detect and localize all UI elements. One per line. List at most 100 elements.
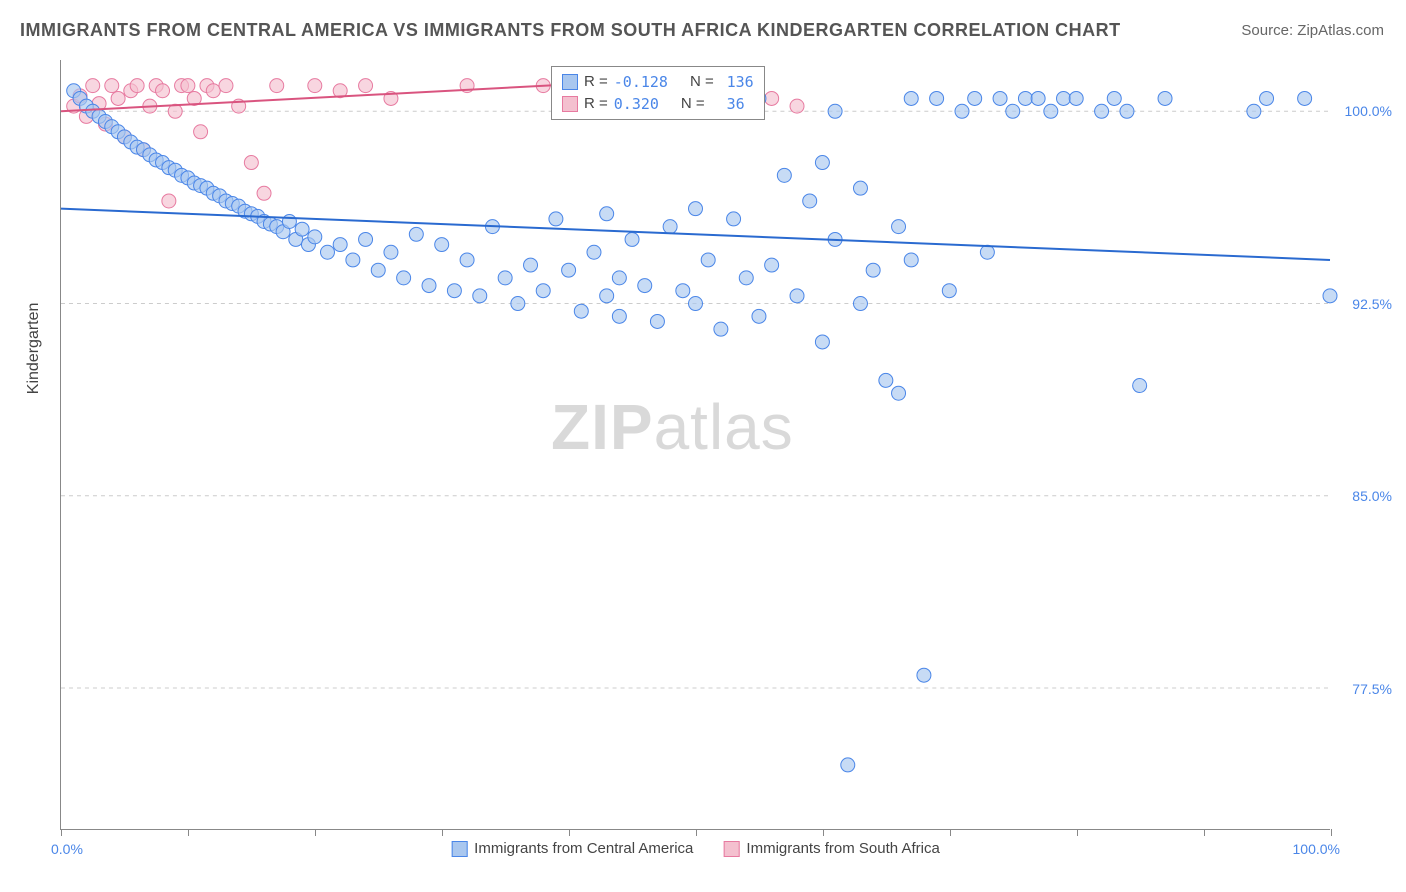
blue-point	[930, 91, 944, 105]
blue-point	[549, 212, 563, 226]
y-axis-label: Kindergarten	[25, 303, 43, 395]
x-tick	[569, 829, 570, 836]
blue-point	[828, 104, 842, 118]
blue-point	[980, 245, 994, 259]
legend-swatch	[562, 96, 578, 112]
y-tick-label: 77.5%	[1336, 681, 1392, 697]
x-axis-min-label: 0.0%	[51, 841, 83, 857]
pink-point	[244, 156, 258, 170]
blue-point	[815, 156, 829, 170]
blue-point	[1057, 91, 1071, 105]
n-label: N =	[681, 93, 705, 115]
blue-trend-line	[61, 209, 1330, 260]
blue-point	[1323, 289, 1337, 303]
blue-point	[295, 222, 309, 236]
blue-point	[739, 271, 753, 285]
blue-point	[663, 220, 677, 234]
r-value: -0.128	[614, 71, 668, 93]
blue-point	[650, 314, 664, 328]
blue-point	[777, 168, 791, 182]
blue-point	[1133, 379, 1147, 393]
x-tick	[823, 829, 824, 836]
y-tick-label: 92.5%	[1336, 296, 1392, 312]
n-value: 136	[720, 71, 754, 93]
x-tick	[315, 829, 316, 836]
blue-point	[600, 207, 614, 221]
blue-point	[853, 297, 867, 311]
blue-point	[638, 279, 652, 293]
chart-title: IMMIGRANTS FROM CENTRAL AMERICA VS IMMIG…	[20, 20, 1121, 41]
y-tick-label: 100.0%	[1336, 103, 1392, 119]
blue-point	[460, 253, 474, 267]
blue-point	[955, 104, 969, 118]
blue-point	[511, 297, 525, 311]
blue-point	[803, 194, 817, 208]
blue-point	[1260, 91, 1274, 105]
blue-point	[1107, 91, 1121, 105]
x-tick	[950, 829, 951, 836]
blue-point	[333, 238, 347, 252]
plot-area: ZIPatlas 100.0%92.5%85.0%77.5% 0.0% 100.…	[60, 60, 1330, 830]
blue-point	[727, 212, 741, 226]
n-label: N =	[690, 71, 714, 93]
y-tick-label: 85.0%	[1336, 488, 1392, 504]
blue-point	[587, 245, 601, 259]
blue-point	[853, 181, 867, 195]
blue-point	[689, 297, 703, 311]
blue-point	[574, 304, 588, 318]
blue-point	[308, 230, 322, 244]
blue-point	[904, 91, 918, 105]
blue-point	[1120, 104, 1134, 118]
source-link[interactable]: ZipAtlas.com	[1297, 22, 1384, 39]
pink-point	[219, 79, 233, 93]
legend-swatch	[451, 841, 467, 857]
blue-point	[359, 232, 373, 246]
pink-point	[156, 84, 170, 98]
pink-point	[359, 79, 373, 93]
blue-point	[473, 289, 487, 303]
x-tick	[61, 829, 62, 836]
blue-point	[447, 284, 461, 298]
chart-svg	[61, 60, 1330, 829]
blue-point	[879, 373, 893, 387]
blue-point	[320, 245, 334, 259]
legend-label: Immigrants from South Africa	[746, 840, 939, 857]
blue-point	[765, 258, 779, 272]
blue-point	[536, 284, 550, 298]
pink-point	[765, 91, 779, 105]
blue-point	[371, 263, 385, 277]
pink-point	[206, 84, 220, 98]
pink-point	[105, 79, 119, 93]
legend-item: Immigrants from South Africa	[723, 840, 939, 857]
x-tick	[188, 829, 189, 836]
blue-point	[282, 214, 296, 228]
blue-point	[752, 309, 766, 323]
x-tick	[1331, 829, 1332, 836]
x-tick	[1204, 829, 1205, 836]
blue-point	[562, 263, 576, 277]
blue-point	[904, 253, 918, 267]
blue-point	[612, 271, 626, 285]
x-tick	[696, 829, 697, 836]
blue-point	[1018, 91, 1032, 105]
blue-point	[409, 227, 423, 241]
blue-point	[625, 232, 639, 246]
pink-point	[194, 125, 208, 139]
x-tick	[1077, 829, 1078, 836]
blue-point	[790, 289, 804, 303]
blue-point	[1247, 104, 1261, 118]
pink-point	[86, 79, 100, 93]
blue-point	[422, 279, 436, 293]
blue-point	[993, 91, 1007, 105]
legend-label: Immigrants from Central America	[474, 840, 693, 857]
blue-point	[714, 322, 728, 336]
pink-point	[308, 79, 322, 93]
blue-point	[397, 271, 411, 285]
pink-point	[270, 79, 284, 93]
blue-point	[892, 386, 906, 400]
blue-point	[1031, 91, 1045, 105]
blue-point	[384, 245, 398, 259]
blue-point	[1298, 91, 1312, 105]
blue-point	[600, 289, 614, 303]
legend-swatch	[723, 841, 739, 857]
